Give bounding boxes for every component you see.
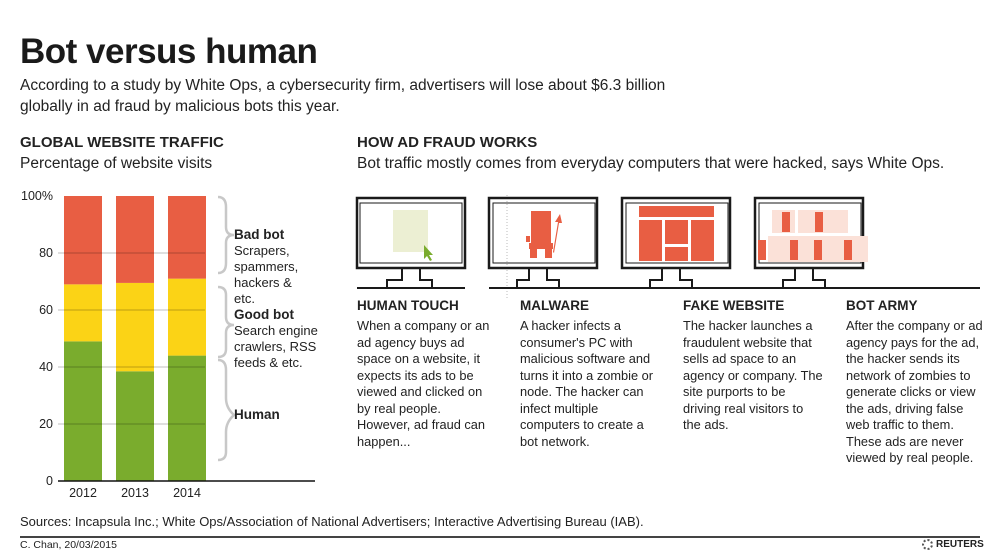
- bot-army-icon: [758, 210, 868, 262]
- traffic-heading: GLOBAL WEBSITE TRAFFIC: [20, 134, 224, 151]
- monitors-illustration: [355, 195, 980, 300]
- monitor-icon: [620, 196, 732, 289]
- legend-good-bot: Good bot Search engine crawlers, RSS feed…: [234, 307, 329, 371]
- step-text: When a company or an ad agency buys ad s…: [357, 318, 490, 449]
- legend-human: Human: [234, 407, 280, 423]
- legend-label: Human: [234, 407, 280, 422]
- monitor-icon: [753, 196, 865, 289]
- cursor-icon: [424, 245, 433, 261]
- bar-bad-bot-2014: [168, 196, 206, 279]
- monitor-icon: [355, 196, 467, 289]
- bar-good-bot-2012: [64, 284, 102, 342]
- credit: C. Chan, 20/03/2015: [20, 539, 117, 551]
- reuters-logo: REUTERS: [922, 539, 984, 550]
- step-bot-army: BOT ARMY After the company or ad agency p…: [846, 298, 986, 467]
- fake-website-icon: [639, 206, 714, 261]
- step-fake-website: FAKE WEBSITE The hacker launches a fraudu…: [683, 298, 823, 434]
- step-title: FAKE WEBSITE: [683, 298, 785, 313]
- fraud-heading: HOW AD FRAUD WORKS: [357, 134, 538, 151]
- x-tick-label: 2012: [69, 486, 97, 500]
- legend-desc: Scrapers, spammers, hackers & etc.: [234, 243, 299, 306]
- y-tick-label: 100%: [21, 189, 53, 203]
- step-title: BOT ARMY: [846, 298, 918, 313]
- y-tick-label: 40: [39, 360, 53, 374]
- legend-desc: Search engine crawlers, RSS feeds & etc.: [234, 323, 318, 370]
- page-title: Bot versus human: [20, 32, 318, 71]
- fraud-subheading: Bot traffic mostly comes from everyday c…: [357, 155, 945, 172]
- intro-text: According to a study by White Ops, a cyb…: [20, 77, 666, 115]
- robot-icon: [526, 211, 562, 258]
- y-tick-label: 20: [39, 417, 53, 431]
- reuters-logo-icon: [922, 539, 933, 550]
- step-text: The hacker launches a fraudulent website…: [683, 318, 823, 432]
- legend-label: Good bot: [234, 307, 294, 322]
- step-malware: MALWARE A hacker infects a consumer's PC …: [520, 298, 660, 450]
- step-title: HUMAN TOUCH: [357, 298, 459, 313]
- ad-space-shape: [393, 210, 428, 252]
- footer-rule: [20, 536, 980, 538]
- bar-human-2013: [116, 371, 154, 481]
- bar-good-bot-2013: [116, 282, 154, 372]
- monitor-icon: [487, 196, 599, 289]
- bar-human-2014: [168, 355, 206, 481]
- y-tick-label: 60: [39, 303, 53, 317]
- step-text: After the company or ad agency pays for …: [846, 318, 983, 465]
- bar-bad-bot-2012: [64, 196, 102, 285]
- bar-human-2012: [64, 341, 102, 481]
- x-tick-label: 2013: [121, 486, 149, 500]
- y-tick-label: 0: [46, 474, 53, 488]
- step-text: A hacker infects a consumer's PC with ma…: [520, 318, 654, 449]
- y-tick-label: 80: [39, 246, 53, 260]
- logo-text: REUTERS: [936, 539, 984, 550]
- sources: Sources: Incapsula Inc.; White Ops/Assoc…: [20, 514, 644, 529]
- bar-bad-bot-2013: [116, 196, 154, 283]
- legend-label: Bad bot: [234, 227, 285, 242]
- x-tick-label: 2014: [173, 486, 201, 500]
- traffic-subheading: Percentage of website visits: [20, 155, 213, 172]
- traffic-chart: 0 20 40 60 80 100% 2012 2013 2014: [21, 189, 315, 500]
- step-human-touch: HUMAN TOUCH When a company or an ad agenc…: [357, 298, 497, 450]
- legend-braces: [217, 195, 236, 462]
- step-title: MALWARE: [520, 298, 589, 313]
- legend-bad-bot: Bad bot Scrapers, spammers, hackers & etc…: [234, 227, 314, 307]
- bar-good-bot-2014: [168, 278, 206, 356]
